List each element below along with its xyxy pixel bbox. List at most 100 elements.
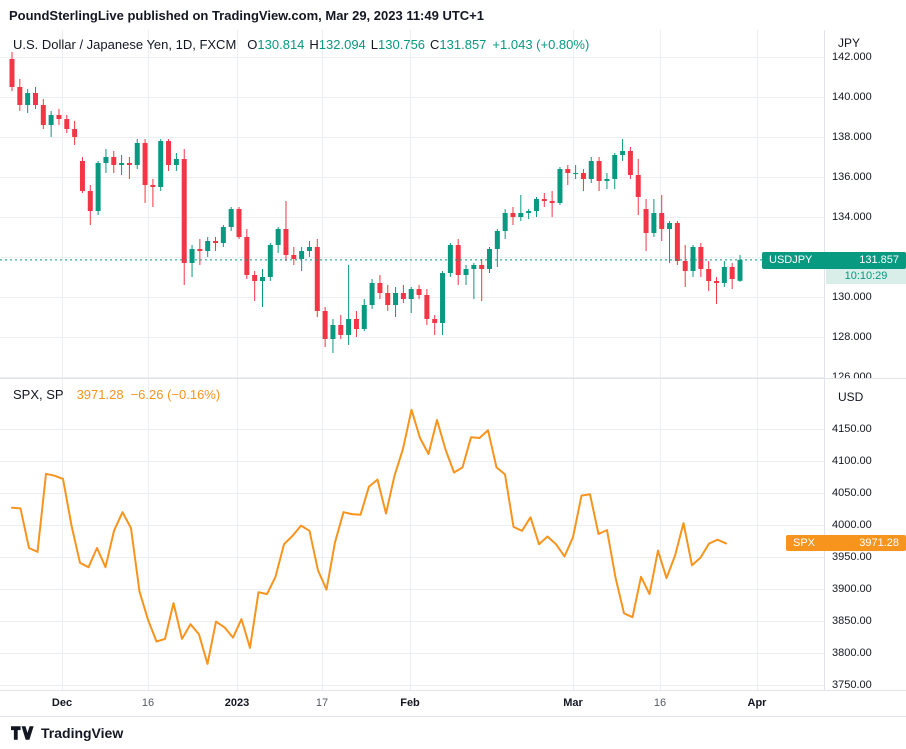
candle <box>400 285 406 303</box>
tradingview-brand-text[interactable]: TradingView <box>41 725 124 741</box>
usdjpy-legend-title: U.S. Dollar / Japanese Yen, 1D, FXCM <box>13 37 237 52</box>
candle <box>714 277 720 304</box>
candle <box>48 111 54 137</box>
usdjpy-panel[interactable] <box>0 30 824 378</box>
candle <box>385 285 391 311</box>
candle <box>502 209 508 239</box>
candle <box>612 153 618 189</box>
time-tick-label: 16 <box>653 697 667 709</box>
candle <box>197 239 203 265</box>
candle <box>596 157 602 191</box>
candle <box>25 89 31 113</box>
ohlc-high: H132.094 <box>309 37 366 52</box>
candle <box>510 207 516 225</box>
spx-change: −6.26 (−0.16%) <box>130 387 221 402</box>
time-tick-label: 16 <box>141 697 155 709</box>
price-tick-label: 134.000 <box>832 211 872 223</box>
candle <box>533 197 539 217</box>
candle <box>181 149 187 285</box>
candle <box>463 265 469 285</box>
candle <box>408 287 414 313</box>
candle <box>361 299 367 331</box>
candle <box>111 151 117 173</box>
price-tick-label: 142.000 <box>832 51 872 63</box>
time-axis[interactable]: Dec 16 2023 17 Feb Mar 16 Apr <box>0 690 906 716</box>
candle <box>103 149 109 173</box>
candle <box>721 261 727 287</box>
usdjpy-bar-countdown: 10:10:29 <box>826 268 906 284</box>
candle <box>604 173 610 189</box>
header: PoundSterlingLive published on TradingVi… <box>0 0 906 30</box>
candle <box>275 227 281 253</box>
candle <box>87 185 93 225</box>
usdjpy-price-axis[interactable]: JPY 142.000 140.000 138.000 136.000 134.000 1… <box>824 30 906 383</box>
spx-price-axis[interactable]: USD 4150.00 4100.00 4050.00 4000.00 3950.00 3… <box>824 378 906 691</box>
candle <box>643 199 649 251</box>
candle <box>494 229 500 267</box>
price-tick-label: 3900.00 <box>832 583 872 595</box>
candle <box>573 165 579 179</box>
price-tick-label: 136.000 <box>832 171 872 183</box>
candle <box>651 199 657 237</box>
usdjpy-badge-symbol: USDJPY <box>769 254 813 267</box>
price-tick-label: 128.000 <box>832 331 872 343</box>
candle <box>299 247 305 271</box>
candle <box>259 269 265 307</box>
candle <box>549 191 555 217</box>
candle <box>236 207 242 239</box>
candle <box>635 159 641 215</box>
candle <box>674 221 680 265</box>
candle <box>40 99 46 129</box>
tradingview-logo-icon[interactable] <box>11 726 34 740</box>
time-tick-label: Mar <box>563 697 583 709</box>
candle <box>205 237 211 257</box>
candle <box>252 271 258 301</box>
candle <box>72 121 78 145</box>
candle <box>416 285 422 299</box>
candle <box>306 241 312 257</box>
spx-price-line <box>11 408 727 665</box>
usdjpy-candlestick-chart[interactable] <box>0 30 824 378</box>
candle <box>291 247 297 265</box>
spx-line-chart[interactable] <box>0 378 824 690</box>
usdjpy-badge-price: 131.857 <box>859 254 899 267</box>
candle <box>189 245 195 277</box>
candle <box>338 315 344 339</box>
candle <box>627 147 633 179</box>
candle <box>440 271 446 335</box>
candle <box>565 165 571 185</box>
candle <box>393 287 399 317</box>
candle <box>667 221 673 263</box>
time-tick-label: 17 <box>315 697 329 709</box>
candle <box>557 167 563 205</box>
candle <box>479 259 485 301</box>
price-tick-label: 140.000 <box>832 91 872 103</box>
candle <box>432 315 438 335</box>
usdjpy-change: +1.043 (+0.80%) <box>492 37 590 52</box>
candle <box>32 87 38 109</box>
candle <box>353 311 359 337</box>
candle <box>330 319 336 353</box>
candle <box>706 261 712 291</box>
price-tick-label: 4000.00 <box>832 519 872 531</box>
price-tick-label: 4100.00 <box>832 455 872 467</box>
candle <box>267 243 273 281</box>
candle <box>150 179 156 207</box>
spx-panel[interactable] <box>0 378 824 690</box>
price-tick-label: 3800.00 <box>832 647 872 659</box>
candle <box>518 195 524 221</box>
candle <box>369 279 375 309</box>
price-tick-label: 4150.00 <box>832 423 872 435</box>
time-axis-divider <box>0 690 906 691</box>
candle <box>580 169 586 191</box>
candle <box>166 139 172 171</box>
candle <box>314 239 320 317</box>
candle <box>526 209 532 219</box>
price-tick-label: 138.000 <box>832 131 872 143</box>
candle <box>729 263 735 289</box>
candle <box>424 289 430 325</box>
candle <box>158 139 164 191</box>
candle <box>737 255 743 282</box>
candle <box>220 225 226 247</box>
panel-divider <box>0 378 906 379</box>
